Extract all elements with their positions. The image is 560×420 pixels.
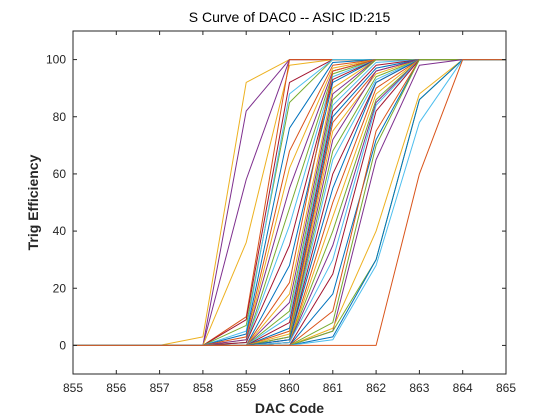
series-layer xyxy=(73,59,506,346)
x-tick-label-858: 858 xyxy=(193,381,213,395)
y-tick-label-40: 40 xyxy=(53,224,67,238)
x-tick-label-863: 863 xyxy=(409,381,429,395)
y-tick-label-80: 80 xyxy=(53,110,67,124)
x-tick-label-865: 865 xyxy=(496,381,516,395)
y-tick-label-100: 100 xyxy=(46,53,66,67)
y-tick-label-60: 60 xyxy=(53,167,67,181)
x-tick-label-862: 862 xyxy=(366,381,386,395)
chart-title: S Curve of DAC0 -- ASIC ID:215 xyxy=(189,9,391,25)
x-axis-title: DAC Code xyxy=(255,400,324,416)
x-tick-label-855: 855 xyxy=(63,381,83,395)
ticks-layer xyxy=(72,31,507,374)
tick-labels-layer: 855 856 857 858 859 860 861 862 863 864 865 0 20 40 60… xyxy=(46,53,516,395)
y-tick-label-0: 0 xyxy=(59,338,66,352)
x-tick-label-861: 861 xyxy=(323,381,343,395)
y-axis-title: Trig Efficiency xyxy=(25,154,41,250)
x-tick-label-859: 859 xyxy=(236,381,256,395)
series-line-45 xyxy=(73,59,506,346)
x-tick-label-860: 860 xyxy=(279,381,299,395)
x-tick-label-864: 864 xyxy=(453,381,473,395)
x-tick-label-856: 856 xyxy=(106,381,126,395)
y-tick-label-20: 20 xyxy=(53,281,67,295)
x-tick-label-857: 857 xyxy=(150,381,170,395)
